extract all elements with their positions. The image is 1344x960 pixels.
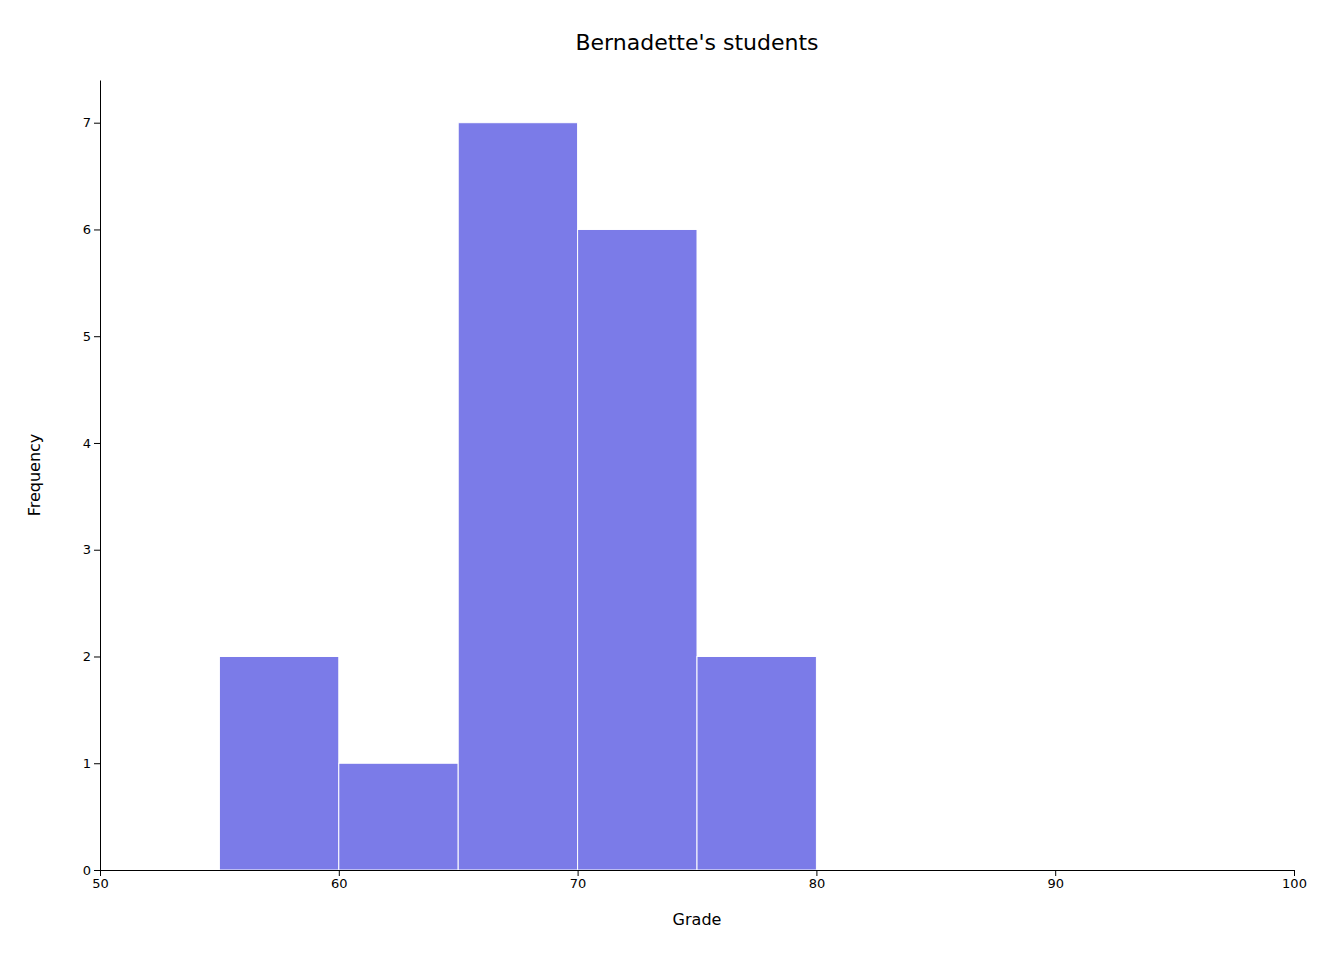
tick: 6 (83, 222, 100, 237)
axis-line (101, 870, 1295, 871)
tick-label: 7 (83, 115, 91, 130)
tick: 5 (83, 329, 100, 344)
tick-label: 1 (83, 756, 91, 771)
tick: 0 (83, 863, 100, 878)
tick-mark (94, 656, 100, 657)
tick: 50 (92, 870, 109, 891)
x-axis: 50 60 70 80 90 100 (92, 870, 1307, 891)
tick-label: 80 (809, 876, 826, 891)
tick-mark (1294, 870, 1295, 876)
tick-mark (94, 229, 100, 230)
tick-mark (94, 336, 100, 337)
tick: 1 (83, 756, 100, 771)
tick-mark (339, 870, 340, 876)
axis-line (100, 81, 101, 871)
tick-mark (94, 763, 100, 764)
tick: 70 (570, 870, 587, 891)
bars (219, 123, 816, 870)
histogram-bar (458, 123, 577, 870)
tick-mark (816, 870, 817, 876)
tick-mark (94, 443, 100, 444)
histogram-bar (697, 656, 816, 870)
tick-label: 0 (83, 863, 91, 878)
chart: 50 60 70 80 90 100 0 1 2 3 4 5 6 7 Bernadette's studen… (0, 0, 1344, 960)
tick-mark (94, 870, 100, 871)
x-axis-title: Grade (673, 910, 722, 929)
tick-mark (100, 870, 101, 876)
tick-label: 60 (331, 876, 348, 891)
y-axis: 0 1 2 3 4 5 6 7 (83, 81, 101, 878)
tick: 80 (809, 870, 826, 891)
tick-mark (94, 123, 100, 124)
tick: 4 (83, 436, 100, 451)
tick: 90 (1047, 870, 1064, 891)
tick-mark (1055, 870, 1056, 876)
tick-label: 2 (83, 649, 91, 664)
y-axis-title: Frequency (25, 434, 44, 517)
tick: 100 (1282, 870, 1307, 891)
tick-label: 100 (1282, 876, 1307, 891)
tick: 3 (83, 542, 100, 557)
tick: 60 (331, 870, 348, 891)
tick-label: 3 (83, 542, 91, 557)
title: Bernadette's students (575, 30, 818, 55)
tick-mark (578, 870, 579, 876)
tick-label: 50 (92, 876, 109, 891)
histogram-bar (219, 656, 338, 870)
tick-label: 6 (83, 222, 91, 237)
tick-mark (94, 550, 100, 551)
plot: 50 60 70 80 90 100 0 1 2 3 4 5 6 7 (83, 81, 1307, 892)
tick-label: 4 (83, 436, 91, 451)
histogram-bar (339, 763, 458, 870)
tick-label: 70 (570, 876, 587, 891)
tick: 7 (83, 115, 100, 130)
tick: 2 (83, 649, 100, 664)
tick-label: 5 (83, 329, 91, 344)
tick-label: 90 (1047, 876, 1064, 891)
histogram-bar (578, 229, 697, 870)
